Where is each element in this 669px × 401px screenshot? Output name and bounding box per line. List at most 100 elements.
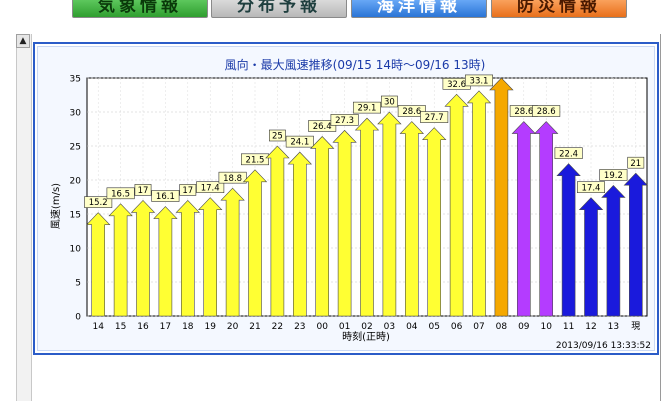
x-tick-label: 04 (406, 322, 418, 332)
data-label: 16.5 (111, 189, 130, 199)
bar-01 (332, 129, 357, 317)
tab-ocean-info[interactable]: 海洋情報 (351, 0, 487, 18)
y-axis: 0 5 10 15 20 25 30 35 (70, 75, 82, 323)
x-tick-label: 17 (160, 322, 171, 332)
bar-04 (399, 121, 425, 317)
tab-weather-info[interactable]: 気象情報 (72, 0, 208, 18)
data-label: 17 (138, 186, 149, 196)
data-label-box (420, 111, 449, 123)
data-label-box (84, 196, 113, 208)
tab-distribution-forecast[interactable]: 分布予報 (211, 0, 347, 18)
x-tick-label: 05 (428, 322, 439, 332)
data-label-box (285, 135, 314, 148)
x-tick-label: 23 (294, 322, 305, 332)
bar-14 (85, 212, 111, 317)
x-tick-label: 13 (608, 322, 619, 332)
x-tick-label: 22 (272, 322, 283, 332)
data-label-box (330, 114, 359, 126)
y-axis-label: 風速(m/s) (50, 183, 62, 229)
bar-10 (533, 121, 559, 317)
x-tick-label: 15 (115, 322, 126, 332)
x-tick-label: 07 (473, 322, 484, 332)
x-tick-label: 11 (563, 322, 574, 332)
x-tick-label: 19 (204, 322, 216, 332)
data-label: 15.2 (89, 198, 108, 208)
data-label-box (576, 181, 605, 193)
bar-02 (354, 117, 380, 317)
data-label-box (554, 147, 583, 159)
y-tick-label: 15 (70, 211, 81, 221)
bar-12 (578, 197, 604, 317)
data-label: 30 (384, 98, 395, 108)
x-axis-label: 時刻(正時) (342, 330, 390, 343)
x-tick-label: 09 (518, 322, 530, 332)
y-tick-label: 25 (70, 143, 81, 153)
bar-22 (265, 145, 290, 317)
data-label: 16.1 (156, 192, 175, 202)
bar-11 (556, 163, 581, 317)
bar-現 (623, 172, 649, 317)
bar-03 (377, 111, 402, 317)
data-label-box (241, 153, 270, 166)
bar-15 (108, 203, 133, 317)
wind-speed-chart: 風向・最大風速推移(09/15 14時〜09/16 13時) 051015202… (50, 57, 651, 351)
menu-tabs: 気象情報 分布予報 海洋情報 防災情報 (0, 0, 669, 20)
data-label: 32.6 (447, 80, 466, 90)
data-label: 29.1 (358, 104, 377, 114)
y-tick-label: 0 (75, 313, 81, 323)
bar-16 (130, 199, 156, 317)
bar-08 (489, 77, 514, 317)
vertical-scrollbar[interactable] (16, 34, 32, 401)
bar-17 (153, 206, 178, 317)
x-tick-label: 14 (92, 322, 104, 332)
x-tick-label: 02 (361, 322, 372, 332)
data-label-box (106, 187, 135, 200)
data-label: 17 (182, 186, 193, 196)
bar-09 (511, 121, 537, 317)
data-label: 21 (630, 159, 641, 169)
data-label-box (218, 171, 247, 184)
bar-05 (421, 127, 447, 317)
data-label: 28.6 (514, 107, 533, 117)
bar-00 (309, 136, 335, 317)
x-tick-label: 06 (451, 322, 463, 332)
data-label: 26.4 (313, 122, 332, 132)
data-label-box (352, 101, 381, 114)
bar-21 (242, 169, 268, 317)
bar-18 (175, 199, 201, 317)
tab-disaster-info[interactable]: 防災情報 (491, 0, 627, 18)
x-tick-label: 00 (316, 322, 328, 332)
x-tick-label: 03 (384, 322, 395, 332)
scroll-up-icon[interactable]: ▲ (16, 34, 30, 48)
data-label: 33.1 (470, 77, 489, 87)
data-label: 18.8 (223, 174, 242, 184)
y-tick-label: 35 (70, 75, 81, 85)
data-label-box (151, 190, 180, 202)
data-label: 27.3 (335, 116, 354, 126)
data-label: 27.7 (425, 113, 444, 123)
x-tick-label: 現 (631, 321, 640, 332)
data-label: 25 (272, 132, 283, 142)
chart-title: 風向・最大風速推移(09/15 14時〜09/16 13時) (225, 57, 486, 72)
chart-panel: 風向・最大風速推移(09/15 14時〜09/16 13時) 0 5 10 15 20 2… (33, 42, 659, 355)
data-label-box (464, 74, 493, 87)
bar-23 (287, 151, 313, 317)
data-label-box (269, 129, 286, 142)
chart-timestamp: 2013/09/16 13:33:52 (556, 341, 651, 351)
data-label-box (532, 105, 561, 117)
data-label-box (599, 169, 628, 181)
data-label: 17.4 (201, 183, 220, 193)
data-label: 28.6 (537, 107, 556, 117)
x-tick-label: 01 (339, 322, 350, 332)
data-label-box (134, 184, 152, 196)
data-label-box (627, 156, 645, 169)
x-tick-label: 18 (182, 322, 194, 332)
data-label-box (196, 181, 225, 193)
data-label-box (308, 120, 337, 132)
data-label-box (380, 95, 398, 108)
x-tick-label: 10 (540, 322, 552, 332)
x-axis: 14 15 16 17 18 19 20 21 22 23 00 01 02 03 04 05 06 07 08 09… (92, 321, 640, 332)
data-label: 22.4 (559, 149, 578, 159)
data-label-box (179, 184, 197, 196)
